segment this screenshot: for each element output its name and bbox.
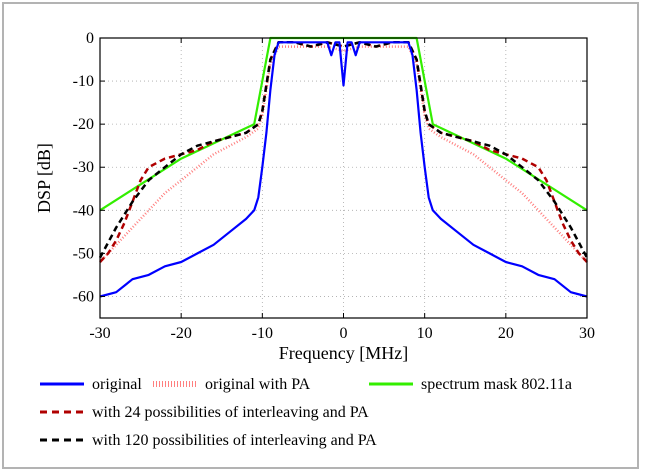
series-line-spectrum-mask-802-11a (99, 36, 588, 212)
x-tick-label: 30 (579, 325, 595, 342)
legend-label-spectrum-mask: spectrum mask 802.11a (421, 376, 572, 393)
y-tick-label: -40 (73, 202, 94, 219)
legend-label-120-possibilities: with 120 possibilities of interleaving a… (92, 432, 377, 449)
y-axis-ticks: 0 -10 -20 -30 -40 -50 -60 (73, 30, 587, 305)
y-axis-label: DSP [dB] (34, 143, 54, 213)
x-axis-label: Frequency [MHz] (279, 343, 408, 363)
legend-label-24-possibilities: with 24 possibilities of interleaving an… (92, 404, 369, 421)
series-line-with-120-possibilities-of-interleaving-and-pa (98, 41, 589, 259)
legend-label-original: original (92, 376, 142, 393)
series-layer (98, 36, 589, 298)
x-tick-label: 10 (417, 325, 433, 342)
y-tick-label: 0 (86, 30, 94, 47)
y-tick-label: -10 (73, 73, 94, 90)
legend-label-original-with-pa: original with PA (205, 376, 311, 393)
legend: original original with PA spectrum mask … (40, 376, 572, 449)
y-tick-label: -20 (73, 116, 94, 133)
y-tick-label: -50 (73, 245, 94, 262)
y-tick-label: -30 (73, 159, 94, 176)
x-tick-label: -30 (89, 325, 110, 342)
x-axis-ticks: -30 -20 -10 0 10 20 30 (89, 38, 595, 342)
series-line-original-with-pa (99, 45, 588, 263)
figure-frame (2, 2, 639, 469)
y-tick-label: -60 (73, 288, 94, 305)
series-line-original (99, 41, 588, 298)
x-tick-label: 0 (340, 325, 348, 342)
x-tick-label: -10 (252, 325, 273, 342)
x-tick-label: -20 (171, 325, 192, 342)
x-tick-label: 20 (498, 325, 514, 342)
